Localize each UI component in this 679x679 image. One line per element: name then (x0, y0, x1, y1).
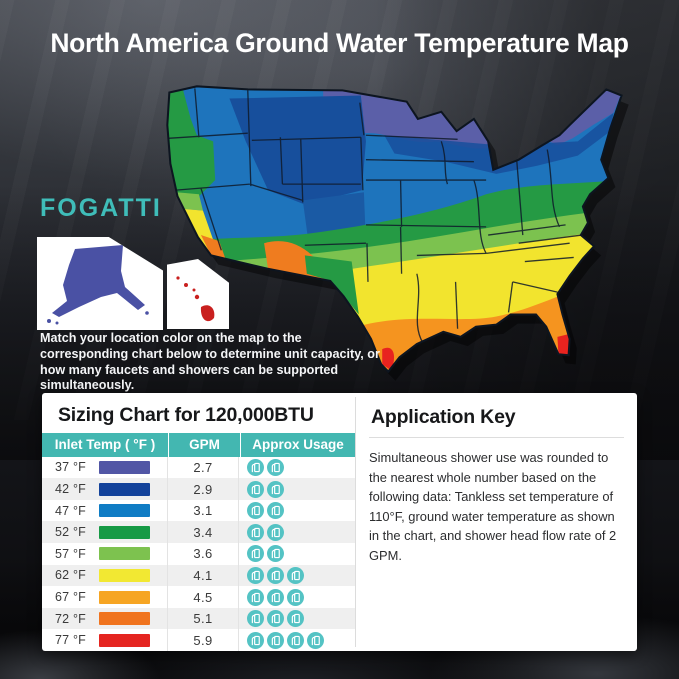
gpm-value: 2.7 (168, 456, 239, 479)
inlet-temp-cell: 57 °F (42, 543, 168, 565)
temp-color-bar (99, 547, 150, 561)
shower-icon (287, 566, 304, 584)
shower-icon (287, 631, 304, 649)
shower-icon (267, 631, 284, 649)
temp-color-bar (99, 504, 150, 518)
shower-icon (267, 610, 284, 628)
sizing-chart-title: Sizing Chart for 120,000BTU (58, 404, 314, 426)
inlet-temp-value: 77 °F (55, 633, 87, 648)
table-row: 47 °F 3.1 (42, 499, 355, 522)
temp-color-bar (99, 612, 150, 626)
shower-icon (247, 566, 264, 584)
approx-usage-icons (239, 457, 355, 479)
inlet-temp-value: 67 °F (55, 590, 87, 605)
approx-usage-icons (239, 500, 355, 522)
shower-icon (247, 545, 264, 563)
sizing-chart-panel: Sizing Chart for 120,000BTU Inlet Temp (… (42, 393, 355, 651)
shower-icon (267, 545, 284, 563)
temp-color-bar (99, 460, 150, 474)
application-key-body: Simultaneous shower use was rounded to t… (369, 450, 617, 564)
shower-icon (247, 523, 264, 541)
inlet-temp-cell: 47 °F (42, 499, 168, 522)
gpm-value: 2.9 (168, 478, 239, 500)
temp-color-bar (99, 590, 150, 604)
table-row: 77 °F 5.9 (42, 629, 355, 651)
intro-text: Match your location color on the map to … (40, 331, 380, 393)
temp-color-bar (99, 525, 150, 539)
shower-icon (267, 458, 284, 476)
gpm-value: 5.1 (168, 607, 239, 630)
inlet-temp-cell: 62 °F (42, 564, 168, 587)
table-row: 37 °F 2.7 (42, 456, 355, 479)
approx-usage-icons (239, 586, 355, 608)
shower-icon (247, 502, 264, 520)
approx-usage-icons (239, 565, 355, 587)
inlet-temp-value: 42 °F (55, 482, 87, 497)
gpm-value: 4.5 (168, 586, 239, 608)
us-map-svg (166, 85, 629, 381)
header-approx-usage: Approx Usage (252, 437, 344, 453)
us-outline (166, 85, 623, 374)
table-row: 62 °F 4.1 (42, 564, 355, 587)
inlet-temp-cell: 52 °F (42, 521, 168, 544)
page-title: North America Ground Water Temperature M… (50, 28, 629, 58)
inlet-temp-value: 52 °F (55, 525, 87, 540)
info-card: Sizing Chart for 120,000BTU Inlet Temp (… (42, 393, 637, 651)
shower-icon (247, 610, 264, 628)
us-temperature-map (150, 82, 644, 383)
approx-usage-icons (239, 478, 355, 500)
table-row: 52 °F 3.4 (42, 521, 355, 544)
shower-icon (247, 458, 264, 476)
brand-logo: FOGATTI (40, 194, 162, 222)
panel-divider (355, 397, 356, 647)
shower-icon (267, 588, 284, 606)
temp-color-bar (99, 482, 150, 496)
application-key-panel: Application Key Simultaneous shower use … (356, 393, 637, 651)
temp-color-bar (99, 568, 150, 582)
gpm-value: 3.4 (168, 521, 239, 544)
shower-icon (307, 631, 324, 649)
approx-usage-icons (239, 629, 355, 651)
shower-icon (267, 523, 284, 541)
state-borders (168, 88, 582, 344)
sizing-table-body: 37 °F 2.7 42 °F 2.9 47 °F 3.1 52 °F 3.4 57 °F 3.6… (42, 456, 355, 651)
inlet-temp-value: 72 °F (55, 611, 87, 626)
inlet-temp-cell: 42 °F (42, 478, 168, 500)
gpm-value: 3.6 (168, 543, 239, 565)
header-inlet-temp: Inlet Temp ( °F ) (42, 433, 169, 457)
inlet-temp-cell: 67 °F (42, 586, 168, 608)
table-row: 57 °F 3.6 (42, 543, 355, 565)
approx-usage-icons (239, 543, 355, 565)
shower-icon (247, 631, 264, 649)
inlet-temp-value: 47 °F (55, 503, 87, 518)
temp-color-bar (99, 633, 150, 647)
shower-icon (267, 566, 284, 584)
shower-icon (247, 588, 264, 606)
application-key-title: Application Key (369, 404, 624, 438)
gpm-value: 3.1 (168, 499, 239, 522)
shower-icon (287, 588, 304, 606)
shower-icon (267, 502, 284, 520)
alaska-inset (37, 237, 163, 330)
hawaii-map-icon (176, 276, 215, 322)
inlet-temp-value: 57 °F (55, 546, 87, 561)
shower-icon (247, 480, 264, 498)
sizing-table-header: Inlet Temp ( °F ) GPM Approx Usage (42, 433, 355, 457)
inlet-temp-cell: 77 °F (42, 629, 168, 651)
gpm-value: 4.1 (168, 564, 239, 587)
inlet-temp-value: 62 °F (55, 568, 87, 583)
table-row: 67 °F 4.5 (42, 586, 355, 608)
approx-usage-icons (239, 608, 355, 630)
approx-usage-icons (239, 521, 355, 543)
inlet-temp-value: 37 °F (55, 460, 87, 475)
gpm-value: 5.9 (168, 629, 239, 651)
table-row: 42 °F 2.9 (42, 478, 355, 500)
table-row: 72 °F 5.1 (42, 607, 355, 630)
shower-icon (267, 480, 284, 498)
shower-icon (287, 610, 304, 628)
inlet-temp-cell: 37 °F (42, 456, 168, 479)
inlet-temp-cell: 72 °F (42, 607, 168, 630)
alaska-map-icon (47, 245, 149, 325)
header-gpm: GPM (169, 433, 241, 457)
